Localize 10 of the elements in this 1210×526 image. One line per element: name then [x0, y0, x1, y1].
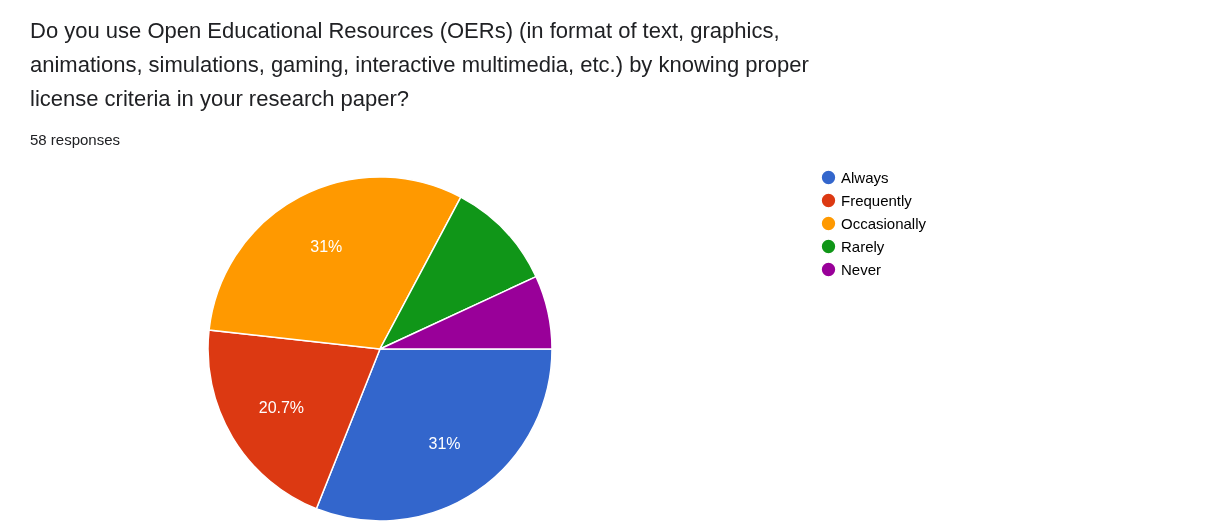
- legend-label: Rarely: [841, 237, 885, 255]
- text: 58 responses: [30, 131, 121, 148]
- data-label: 31%: [428, 435, 461, 453]
- legend-label: Never: [841, 260, 882, 278]
- legend-label: Always: [841, 168, 889, 186]
- data-label: 31%: [310, 238, 343, 256]
- legend-label: Occasionally: [841, 214, 927, 232]
- data-label: 20.7%: [258, 399, 305, 417]
- chart-title: Do you use Open Educational Resources (OERs) (in format of text, graphics, animations, simulations, gaming, interactive multimedia, etc.) by knowing proper license criteria in your research paper?: [30, 18, 809, 111]
- legend-label: Frequently: [841, 191, 913, 209]
